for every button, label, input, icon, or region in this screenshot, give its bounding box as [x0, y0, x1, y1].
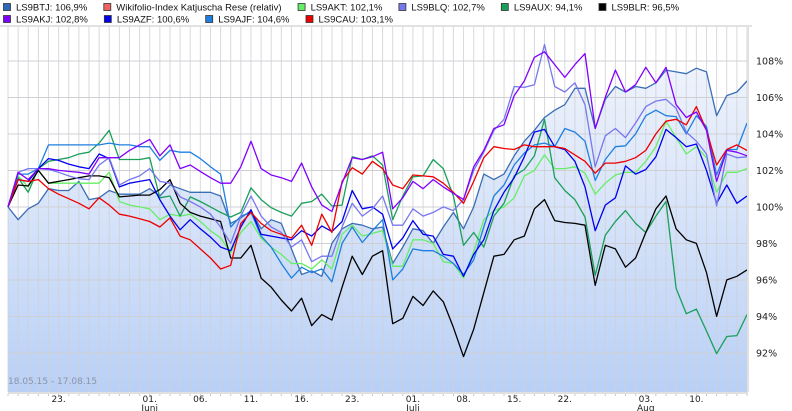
y-tick-label: 108% — [756, 56, 783, 67]
x-tick-label: 23. — [51, 395, 65, 405]
x-tick-label: 01. — [143, 395, 157, 405]
y-tick-label: 98% — [756, 239, 777, 250]
y-tick-label: 94% — [756, 312, 777, 323]
legend-item: LS9AKT: 102,1% — [297, 3, 383, 14]
series-line-ls9ajf — [7, 109, 748, 283]
legend-label: LS9AZF: 100,6% — [117, 15, 190, 26]
date-range-label: 18.05.15 - 17.08.15 — [8, 377, 97, 387]
legend-item: LS9AUX: 94,1% — [500, 3, 583, 14]
x-tick-label: 11. — [244, 395, 258, 405]
series-line-ls9cau — [7, 105, 748, 270]
legend-swatch — [205, 15, 214, 23]
legend-swatch — [3, 15, 11, 23]
x-tick-label: 03. — [639, 395, 653, 405]
y-tick-label: 92% — [756, 348, 777, 359]
series-lines — [7, 43, 748, 358]
x-month-label: Aug — [637, 404, 655, 411]
legend-label: LS9CAU: 103,1% — [318, 15, 393, 26]
series-line-ls9aux — [7, 118, 748, 355]
legend-item: LS9CAU: 103,1% — [305, 15, 393, 26]
y-tick-label: 106% — [756, 93, 783, 104]
legend-swatch — [305, 15, 314, 23]
x-tick-label: 16. — [294, 395, 308, 405]
y-tick-label: 100% — [756, 202, 783, 213]
series-line-ls9blq — [7, 43, 748, 263]
legend-swatch — [598, 3, 607, 11]
legend-swatch — [500, 3, 509, 11]
legend-label: LS9BLQ: 102,7% — [411, 3, 485, 14]
legend-label: LS9AKJ: 102,8% — [16, 15, 88, 26]
legend-item: LS9BTJ: 106,9% — [3, 3, 88, 14]
legend-item: LS9BLQ: 102,7% — [398, 3, 485, 14]
legend-item: LS9AZF: 100,6% — [103, 15, 190, 26]
x-tick-label: 23. — [345, 395, 359, 405]
x-tick-label: 10. — [689, 395, 703, 405]
legend-swatch — [398, 3, 407, 11]
legend: LS9BTJ: 106,9% Wikifolio-Index Katjuscha … — [3, 3, 680, 26]
legend-swatch — [103, 15, 112, 23]
series-line-ls9btj — [7, 67, 748, 277]
y-tick-label: 96% — [756, 275, 777, 286]
horizontal-grid — [8, 60, 747, 354]
x-tick-label: 22. — [558, 395, 572, 405]
x-tick-label: 01. — [406, 395, 420, 405]
series-line-ls9akj — [7, 51, 748, 213]
legend-label: LS9AJF: 104,6% — [218, 15, 290, 26]
plot-area — [8, 27, 747, 392]
legend-swatch — [3, 3, 11, 11]
legend-item: LS9BLR: 96,5% — [598, 3, 680, 14]
legend-swatch — [103, 3, 112, 11]
legend-item: Wikifolio-Index Katjuscha Rese (relativ) — [103, 3, 282, 14]
x-tick-label: 06. — [193, 395, 207, 405]
legend-swatch — [297, 3, 306, 11]
legend-label: LS9BLR: 96,5% — [611, 3, 679, 14]
y-tick-label: 104% — [756, 129, 783, 140]
legend-label: LS9AUX: 94,1% — [514, 3, 583, 14]
legend-item: LS9AJF: 104,6% — [205, 15, 290, 26]
legend-label: LS9AKT: 102,1% — [311, 3, 383, 14]
legend-label: LS9BTJ: 106,9% — [16, 3, 88, 14]
legend-item: LS9AKJ: 102,8% — [3, 15, 88, 26]
legend-label: Wikifolio-Index Katjuscha Rese (relativ) — [116, 3, 281, 14]
x-tick-label: 15. — [507, 395, 521, 405]
series-line-ls9azf — [7, 128, 748, 277]
series-line-ls9blr — [7, 169, 748, 358]
y-axis: 92% 94% 96% 98% 100% 102% 104% 106% 108% — [8, 27, 783, 394]
y-tick-label: 102% — [756, 166, 783, 177]
x-tick-label: 08. — [456, 395, 470, 405]
x-month-label: Juli — [405, 404, 419, 411]
x-month-label: Juni — [140, 404, 158, 411]
